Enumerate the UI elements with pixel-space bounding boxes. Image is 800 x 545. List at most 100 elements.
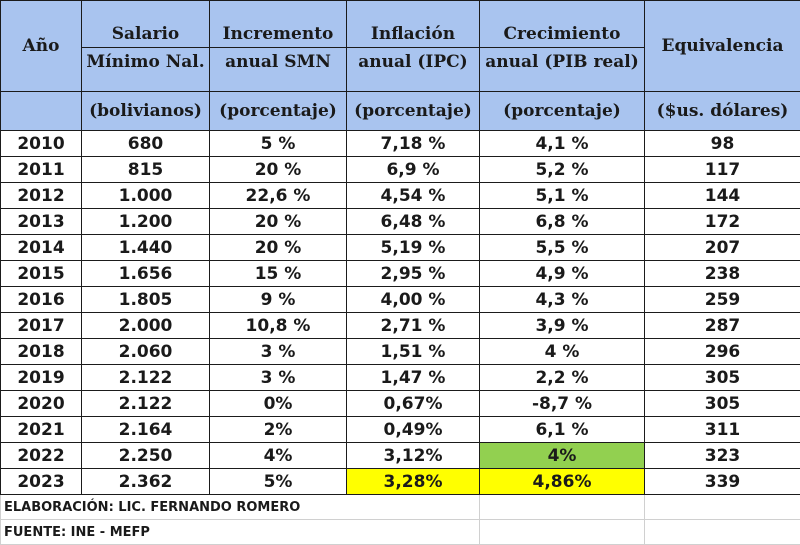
table-row: 2014 1.440 20 % 5,19 % 5,5 % 207 xyxy=(1,235,800,261)
increase-cell: 0% xyxy=(210,391,347,417)
usd-cell: 323 xyxy=(645,443,800,469)
growth-cell: 5,2 % xyxy=(480,157,645,183)
salary-header-line2: Mínimo Nal. xyxy=(82,48,210,92)
usd-cell: 117 xyxy=(645,157,800,183)
inflation-cell: 4,00 % xyxy=(347,287,480,313)
salary-cell: 680 xyxy=(82,131,210,157)
footer-blank-cell xyxy=(480,495,645,520)
year-cell: 2013 xyxy=(1,209,82,235)
usd-cell: 305 xyxy=(645,391,800,417)
usd-cell: 207 xyxy=(645,235,800,261)
salary-cell: 2.122 xyxy=(82,365,210,391)
table-row: 2016 1.805 9 % 4,00 % 4,3 % 259 xyxy=(1,287,800,313)
increase-header-line1: Incremento xyxy=(210,1,347,48)
year-cell: 2015 xyxy=(1,261,82,287)
salary-cell: 1.000 xyxy=(82,183,210,209)
inflation-cell: 1,51 % xyxy=(347,339,480,365)
usd-cell: 305 xyxy=(645,365,800,391)
usd-cell: 98 xyxy=(645,131,800,157)
growth-cell-highlighted: 4,86% xyxy=(480,469,645,495)
growth-cell: 4,9 % xyxy=(480,261,645,287)
table-row: 2012 1.000 22,6 % 4,54 % 5,1 % 144 xyxy=(1,183,800,209)
growth-cell: -8,7 % xyxy=(480,391,645,417)
salary-cell: 2.164 xyxy=(82,417,210,443)
inflation-cell: 3,12% xyxy=(347,443,480,469)
inflation-header-line2: anual (IPC) xyxy=(347,48,480,92)
increase-cell: 5 % xyxy=(210,131,347,157)
usd-cell: 172 xyxy=(645,209,800,235)
inflation-cell-highlighted: 3,28% xyxy=(347,469,480,495)
equiv-unit: ($us. dólares) xyxy=(645,92,800,131)
increase-cell: 3 % xyxy=(210,339,347,365)
increase-cell: 5% xyxy=(210,469,347,495)
year-cell: 2016 xyxy=(1,287,82,313)
inflation-cell: 0,49% xyxy=(347,417,480,443)
inflation-unit: (porcentaje) xyxy=(347,92,480,131)
table-row: 2019 2.122 3 % 1,47 % 2,2 % 305 xyxy=(1,365,800,391)
inflation-cell: 2,95 % xyxy=(347,261,480,287)
usd-cell: 287 xyxy=(645,313,800,339)
salary-cell: 1.805 xyxy=(82,287,210,313)
year-header: Año xyxy=(1,1,82,92)
salary-cell: 1.200 xyxy=(82,209,210,235)
salary-cell: 1.656 xyxy=(82,261,210,287)
credit-text: ELABORACIÓN: LIC. FERNANDO ROMERO xyxy=(1,495,480,520)
year-unit-blank xyxy=(1,92,82,131)
year-cell: 2022 xyxy=(1,443,82,469)
inflation-cell: 1,47 % xyxy=(347,365,480,391)
year-cell: 2023 xyxy=(1,469,82,495)
usd-cell: 339 xyxy=(645,469,800,495)
inflation-cell: 7,18 % xyxy=(347,131,480,157)
increase-cell: 10,8 % xyxy=(210,313,347,339)
salary-cell: 1.440 xyxy=(82,235,210,261)
year-cell: 2012 xyxy=(1,183,82,209)
year-cell: 2018 xyxy=(1,339,82,365)
salary-cell: 2.362 xyxy=(82,469,210,495)
growth-header-line1: Crecimiento xyxy=(480,1,645,48)
growth-unit: (porcentaje) xyxy=(480,92,645,131)
table-row: 2013 1.200 20 % 6,48 % 6,8 % 172 xyxy=(1,209,800,235)
inflation-cell: 6,48 % xyxy=(347,209,480,235)
table-row: 2022 2.250 4% 3,12% 4% 323 xyxy=(1,443,800,469)
salary-cell: 2.250 xyxy=(82,443,210,469)
usd-cell: 296 xyxy=(645,339,800,365)
increase-header-line2: anual SMN xyxy=(210,48,347,92)
inflation-header-line1: Inflación xyxy=(347,1,480,48)
table-row: 2010 680 5 % 7,18 % 4,1 % 98 xyxy=(1,131,800,157)
growth-cell: 4 % xyxy=(480,339,645,365)
inflation-cell: 2,71 % xyxy=(347,313,480,339)
year-cell: 2014 xyxy=(1,235,82,261)
increase-cell: 3 % xyxy=(210,365,347,391)
year-cell: 2019 xyxy=(1,365,82,391)
year-cell: 2020 xyxy=(1,391,82,417)
inflation-cell: 0,67% xyxy=(347,391,480,417)
increase-cell: 20 % xyxy=(210,157,347,183)
increase-cell: 15 % xyxy=(210,261,347,287)
source-text: FUENTE: INE - MEFP xyxy=(1,520,480,545)
increase-cell: 22,6 % xyxy=(210,183,347,209)
usd-cell: 238 xyxy=(645,261,800,287)
growth-cell: 6,1 % xyxy=(480,417,645,443)
growth-cell: 4,3 % xyxy=(480,287,645,313)
year-cell: 2011 xyxy=(1,157,82,183)
salary-header-line1: Salario xyxy=(82,1,210,48)
inflation-cell: 4,54 % xyxy=(347,183,480,209)
table-row: 2015 1.656 15 % 2,95 % 4,9 % 238 xyxy=(1,261,800,287)
salary-cell: 815 xyxy=(82,157,210,183)
footer-blank-cell xyxy=(645,520,800,545)
year-cell: 2021 xyxy=(1,417,82,443)
usd-cell: 144 xyxy=(645,183,800,209)
growth-cell: 3,9 % xyxy=(480,313,645,339)
growth-cell: 5,5 % xyxy=(480,235,645,261)
salary-cell: 2.060 xyxy=(82,339,210,365)
salary-cell: 2.122 xyxy=(82,391,210,417)
increase-cell: 2% xyxy=(210,417,347,443)
growth-cell-highlighted: 4% xyxy=(480,443,645,469)
growth-cell: 6,8 % xyxy=(480,209,645,235)
increase-cell: 20 % xyxy=(210,209,347,235)
increase-cell: 4% xyxy=(210,443,347,469)
table-row: 2018 2.060 3 % 1,51 % 4 % 296 xyxy=(1,339,800,365)
table-row: 2023 2.362 5% 3,28% 4,86% 339 xyxy=(1,469,800,495)
usd-cell: 311 xyxy=(645,417,800,443)
